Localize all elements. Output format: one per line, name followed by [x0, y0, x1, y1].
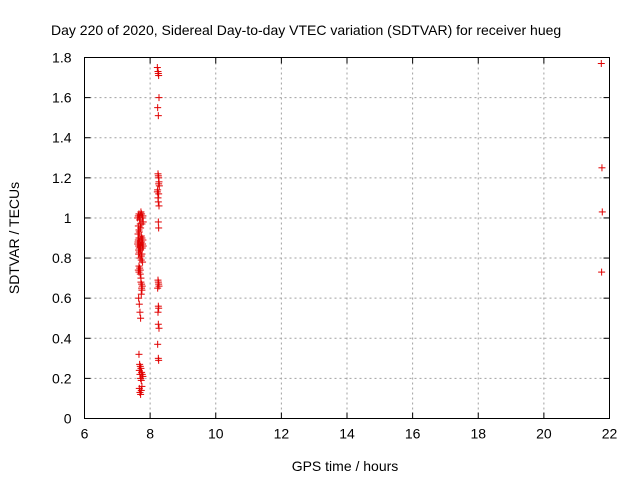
data-point — [137, 390, 145, 398]
x-axis-label: GPS time / hours — [292, 458, 399, 474]
data-point — [139, 258, 147, 266]
data-points — [134, 60, 606, 398]
data-point — [137, 314, 145, 322]
data-point — [136, 270, 144, 278]
x-tick-label: 14 — [339, 426, 355, 442]
data-point — [154, 104, 162, 112]
y-tick-label: 1.2 — [52, 170, 72, 186]
data-point — [154, 198, 162, 206]
data-point — [153, 188, 161, 196]
y-axis-label: SDTVAR / TECUs — [6, 182, 22, 294]
data-point — [155, 94, 163, 102]
data-point — [138, 284, 146, 292]
x-tick-label: 8 — [146, 426, 154, 442]
x-tick-label: 18 — [470, 426, 486, 442]
x-tick-label: 22 — [602, 426, 618, 442]
data-point — [139, 236, 147, 244]
data-point — [154, 340, 162, 348]
data-point — [155, 180, 163, 188]
data-point — [155, 224, 163, 232]
data-point — [155, 324, 163, 332]
data-point — [136, 370, 144, 378]
data-point — [136, 308, 144, 316]
data-point — [154, 308, 162, 316]
grid — [84, 57, 610, 419]
data-point — [137, 376, 145, 384]
data-point — [136, 264, 144, 272]
y-tick-label: 0.6 — [52, 290, 72, 306]
data-point — [135, 366, 143, 374]
data-point — [139, 212, 147, 220]
x-tick-labels: 6 8 10 12 14 16 18 20 22 — [81, 426, 618, 442]
y-tick-label: 1.8 — [52, 50, 72, 66]
chart-title: Day 220 of 2020, Sidereal Day-to-day VTE… — [51, 22, 561, 38]
data-point — [135, 226, 143, 234]
y-tick-label: 1.4 — [52, 130, 72, 146]
data-point — [135, 294, 143, 302]
data-point — [138, 250, 146, 258]
data-point — [136, 220, 144, 228]
x-tick-label: 6 — [81, 426, 89, 442]
y-tick-labels: 0 0.2 0.4 0.6 0.8 1 1.2 1.4 1.6 1.8 — [52, 50, 72, 427]
x-tick-label: 12 — [274, 426, 290, 442]
data-point — [135, 350, 143, 358]
data-point — [597, 60, 605, 68]
y-tick-label: 1.6 — [52, 90, 72, 106]
data-point — [155, 356, 163, 364]
data-point — [137, 274, 145, 282]
data-point — [135, 300, 143, 308]
x-tick-label: 16 — [405, 426, 421, 442]
data-point — [137, 386, 145, 394]
x-tick-label: 20 — [536, 426, 552, 442]
data-point — [155, 202, 163, 210]
data-point — [155, 72, 163, 80]
data-point — [598, 164, 606, 172]
data-point — [138, 382, 146, 390]
data-point — [598, 268, 606, 276]
data-point — [154, 320, 162, 328]
y-tick-label: 0 — [64, 411, 72, 427]
plot-frame — [84, 57, 610, 419]
data-point — [154, 218, 162, 226]
data-point — [598, 208, 606, 216]
data-point — [154, 284, 162, 292]
y-tick-label: 0.4 — [52, 330, 72, 346]
x-tick-label: 10 — [208, 426, 224, 442]
y-tick-label: 0.2 — [52, 370, 72, 386]
data-point — [155, 304, 163, 312]
data-point — [153, 64, 161, 72]
data-point — [137, 290, 145, 298]
data-point — [137, 242, 145, 250]
y-tick-label: 0.8 — [52, 250, 72, 266]
data-point — [154, 112, 162, 120]
y-tick-label: 1 — [64, 210, 72, 226]
data-point — [136, 216, 144, 224]
